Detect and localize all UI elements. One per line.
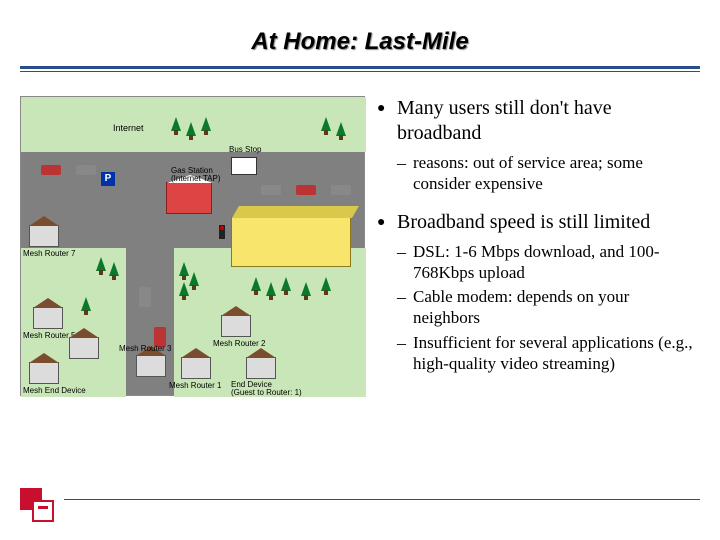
bullet-1-sub-1-text: reasons: out of service area; some consi… <box>413 152 700 195</box>
house-icon <box>33 307 63 329</box>
bullet-2-sub-1-text: DSL: 1-6 Mbps download, and 100-768Kbps … <box>413 241 700 284</box>
title-bar: At Home: Last-Mile <box>0 0 720 62</box>
stoplight-icon <box>219 225 225 239</box>
parking-sign-icon: P <box>101 172 115 186</box>
house-icon <box>136 355 166 377</box>
spacer <box>377 198 700 210</box>
gas-station-label: Gas Station (Internet TAP) <box>171 167 221 183</box>
tree-icon <box>266 282 276 300</box>
end-device-label: End Device (Guest to Router: 1) <box>231 381 302 397</box>
bullet-icon: ● <box>377 210 397 235</box>
tree-icon <box>251 277 261 295</box>
bullet-1-text: Many users still don't have broadband <box>397 96 700 146</box>
tree-icon <box>96 257 106 275</box>
tree-icon <box>281 277 291 295</box>
tree-icon <box>186 122 196 140</box>
house-icon <box>246 357 276 379</box>
dash-icon: – <box>397 241 413 284</box>
car-icon <box>139 287 151 307</box>
tree-icon <box>301 282 311 300</box>
mesh-network-diagram: Internet P Bus Stop Gas Station (Interne… <box>20 96 365 396</box>
tree-icon <box>321 277 331 295</box>
tree-icon <box>81 297 91 315</box>
bullet-2-sub-2-text: Cable modem: depends on your neighbors <box>413 286 700 329</box>
mesh-router-2-label: Mesh Router 2 <box>213 339 265 348</box>
bullet-1: ● Many users still don't have broadband <box>377 96 700 146</box>
bullet-2-sub-2: – Cable modem: depends on your neighbors <box>397 286 700 329</box>
bus-stop-label: Bus Stop <box>229 145 261 154</box>
tree-icon <box>171 117 181 135</box>
car-icon <box>261 185 281 195</box>
house-icon <box>181 357 211 379</box>
house-icon <box>29 362 59 384</box>
tree-icon <box>336 122 346 140</box>
house-icon <box>69 337 99 359</box>
building-icon <box>231 217 351 267</box>
tree-icon <box>321 117 331 135</box>
mesh-end-device-label: Mesh End Device <box>23 386 86 395</box>
tree-icon <box>189 272 199 290</box>
bullet-2-text: Broadband speed is still limited <box>397 210 650 235</box>
bullet-2-sub-3-text: Insufficient for several applications (e… <box>413 332 700 375</box>
bullet-2: ● Broadband speed is still limited <box>377 210 700 235</box>
bullet-2-sub-1: – DSL: 1-6 Mbps download, and 100-768Kbp… <box>397 241 700 284</box>
mesh-router-5-label: Mesh Router 5 <box>23 331 75 340</box>
house-icon <box>221 315 251 337</box>
mesh-router-3-label: Mesh Router 3 <box>119 344 171 353</box>
tree-icon <box>179 262 189 280</box>
house-icon <box>29 225 59 247</box>
car-icon <box>296 185 316 195</box>
dash-icon: – <box>397 332 413 375</box>
mesh-router-1-label: Mesh Router 1 <box>169 381 221 390</box>
gas-station-icon <box>166 182 212 214</box>
tree-icon <box>109 262 119 280</box>
internet-label: Internet <box>113 123 144 133</box>
slide-title: At Home: Last-Mile <box>20 28 700 56</box>
tree-icon <box>201 117 211 135</box>
dash-icon: – <box>397 152 413 195</box>
bullet-1-sub-1: – reasons: out of service area; some con… <box>397 152 700 195</box>
uh-logo-icon <box>20 488 54 522</box>
tree-icon <box>179 282 189 300</box>
bus-stop-icon <box>231 157 257 175</box>
car-icon <box>76 165 96 175</box>
car-icon <box>331 185 351 195</box>
mesh-router-7-label: Mesh Router 7 <box>23 249 75 258</box>
footer-rule <box>64 499 700 500</box>
bullet-2-sub-3: – Insufficient for several applications … <box>397 332 700 375</box>
content-row: Internet P Bus Stop Gas Station (Interne… <box>0 72 720 396</box>
dash-icon: – <box>397 286 413 329</box>
bullet-list: ● Many users still don't have broadband … <box>377 96 700 396</box>
car-icon <box>41 165 61 175</box>
bullet-icon: ● <box>377 96 397 146</box>
